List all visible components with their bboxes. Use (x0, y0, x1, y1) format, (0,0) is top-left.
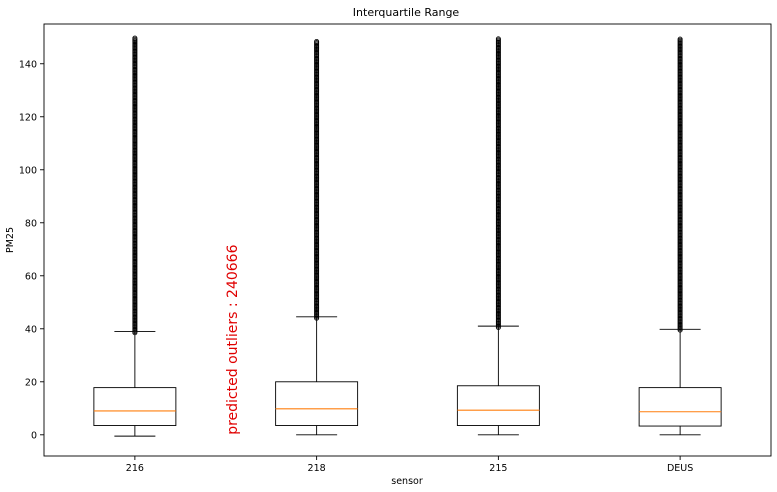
outlier-point (314, 38, 320, 44)
x-tick-label: 218 (308, 463, 326, 474)
x-axis: 216 218 215 DEUS (126, 456, 693, 474)
y-tick-label: 40 (25, 324, 37, 335)
y-axis-label: PM25 (5, 227, 16, 253)
y-tick-label: 60 (25, 271, 37, 282)
chart-title: Interquartile Range (353, 6, 460, 19)
outliers (495, 36, 501, 330)
outliers (132, 35, 138, 336)
iqr-box (93, 387, 177, 426)
outliers (314, 38, 320, 321)
y-tick-label: 0 (31, 430, 37, 441)
x-tick-label: 215 (489, 463, 507, 474)
y-tick-label: 120 (19, 112, 37, 123)
plot-area-frame (43, 23, 772, 457)
iqr-box (456, 385, 540, 426)
box-216 (93, 35, 177, 437)
outlier-annotation: predicted outliers : 240666 (225, 244, 241, 434)
y-tick-label: 20 (25, 377, 37, 388)
y-tick-label: 140 (19, 59, 37, 70)
y-axis: 0 20 40 60 80 100 120 140 (19, 59, 44, 441)
box-DEUS (638, 36, 722, 436)
y-tick-label: 100 (19, 165, 37, 176)
outlier-point (495, 36, 501, 42)
outlier-point (677, 36, 683, 42)
x-tick-label: DEUS (667, 463, 693, 474)
iqr-box (275, 381, 359, 426)
x-tick-label: 216 (126, 463, 144, 474)
x-axis-label: sensor (391, 476, 423, 487)
y-tick-label: 80 (25, 218, 37, 229)
boxes-layer (93, 35, 722, 437)
outlier-point (132, 35, 138, 41)
outliers (677, 36, 683, 333)
box-218 (275, 38, 359, 436)
iqr-box (638, 387, 722, 427)
box-215 (456, 36, 540, 436)
